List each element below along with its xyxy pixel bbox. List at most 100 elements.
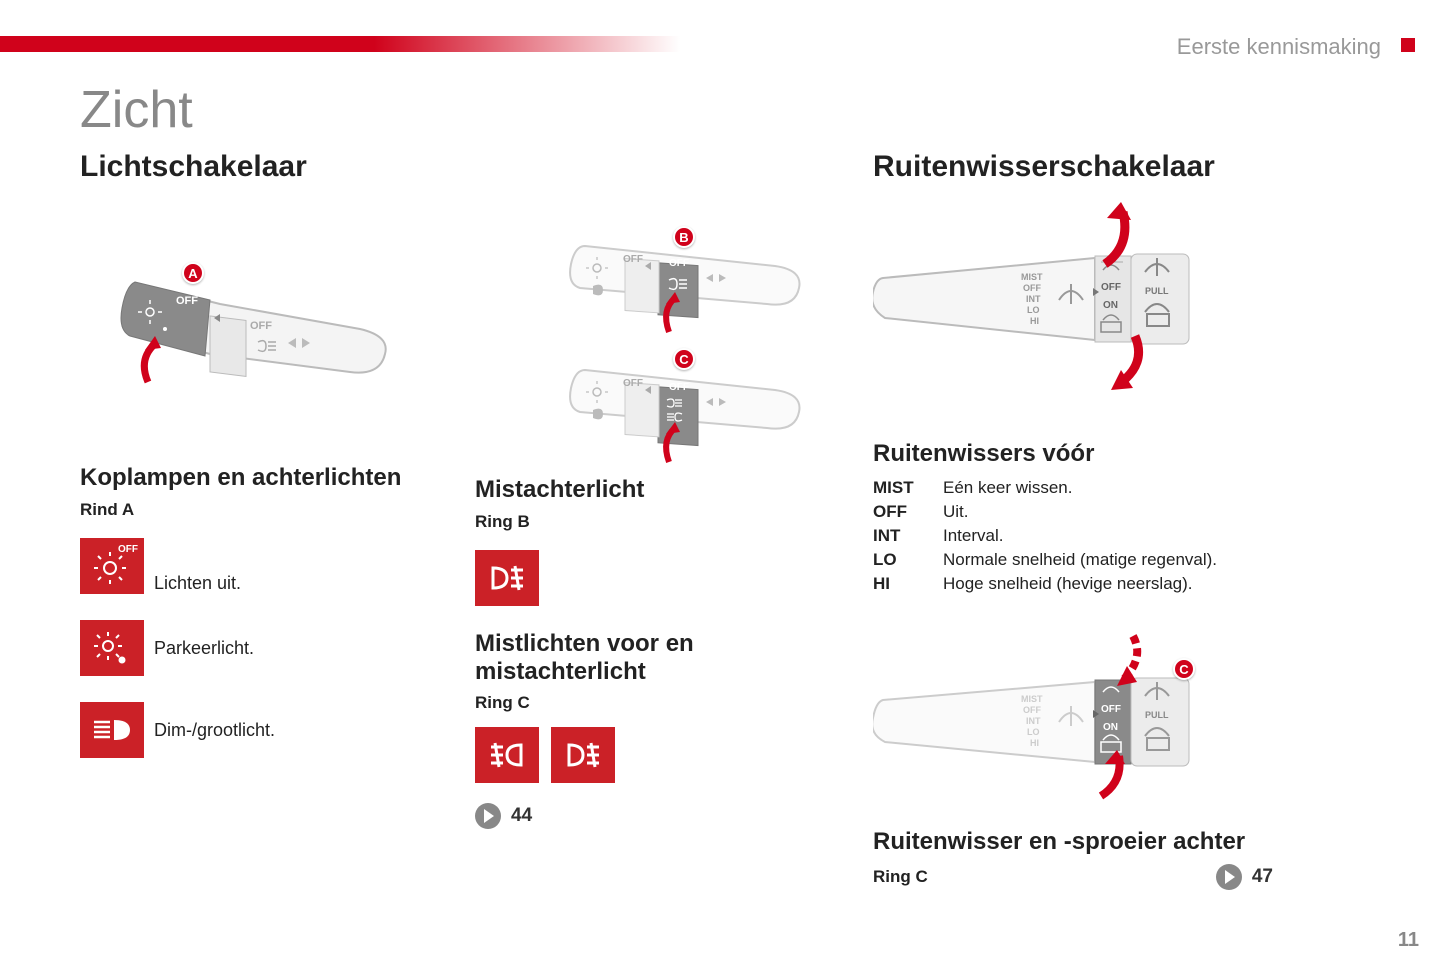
key-mist: MIST [873,478,925,498]
row-int: INT Interval. [873,526,1413,546]
val-hi: Hoge snelheid (hevige neerslag). [943,574,1193,594]
page-ref-44: 44 [475,803,855,829]
svg-text:PULL: PULL [1145,710,1169,720]
heading-koplampen: Koplampen en achterlichten [80,464,460,492]
pageref-num-44: 44 [511,805,532,827]
wiper-stalk-rear: MIST OFF INT LO HI OFF ON PULL C [873,638,1213,818]
label-ring-c-right: Ring C [873,867,928,887]
heading-ruitenwissers-voor: Ruitenwissers vóór [873,440,1413,468]
stripe-gradient [0,36,680,52]
svg-text:INT: INT [1026,294,1041,304]
marker-c-mid: C [673,348,695,370]
svg-text:OFF: OFF [1023,705,1041,715]
stalk-illustration-c: OFF OFF C [475,342,815,472]
heading-mistlichten-voor: Mistlichten voor en mistachterlicht [475,630,855,685]
label-dimgrootlicht: Dim-/grootlicht. [154,720,275,741]
row-rear-fog [475,550,855,606]
svg-text:LO: LO [1027,305,1040,315]
heading-mistachterlicht: Mistachterlicht [475,476,855,504]
svg-text:MIST: MIST [1021,272,1043,282]
icon-front-fog [475,727,539,783]
val-off: Uit. [943,502,969,522]
svg-text:HI: HI [1030,316,1039,326]
stalk-illustration-a: OFF OFF A [80,214,420,414]
page-ref-47: 47 [1216,864,1273,890]
beam-icon [90,710,134,750]
rear-fog-icon [485,558,529,598]
icon-low-high-beam [80,702,144,758]
pageref-num-47: 47 [1252,866,1273,888]
svg-text:MIST: MIST [1021,694,1043,704]
wiper-arrow-down [1085,330,1165,410]
curl-arrow-c [653,420,693,470]
svg-text:INT: INT [1026,716,1041,726]
val-mist: Eén keer wissen. [943,478,1072,498]
key-off: OFF [873,502,925,522]
column-ruitenwisser: Ruitenwisserschakelaar MIST OFF INT LO H… [873,150,1413,890]
svg-text:OFF: OFF [1101,704,1121,715]
row-lichten-uit: OFF Lichten uit. [80,538,460,594]
svg-text:OFF: OFF [1101,282,1121,293]
wiper-svg-2: MIST OFF INT LO HI OFF ON PULL [873,638,1213,808]
rear-fog-icon-2 [561,735,605,775]
svg-text:OFF: OFF [1023,283,1041,293]
settings-table: MIST Eén keer wissen. OFF Uit. INT Inter… [873,478,1413,594]
label-ring-c: Ring C [475,693,855,713]
column-lichtschakelaar: Lichtschakelaar OFF OFF [80,150,460,758]
icon-light-off: OFF [80,538,144,594]
svg-text:ON: ON [1103,722,1118,733]
key-int: INT [873,526,925,546]
row-off: OFF Uit. [873,502,1413,522]
page-number: 11 [1398,929,1419,952]
label-ring-b: Ring B [475,512,855,532]
row-both-fog [475,727,855,783]
svg-text:OFF: OFF [623,254,643,265]
wiper-arrow-up [1075,196,1155,276]
marker-c-right: C [1173,658,1195,680]
header-square [1401,38,1415,52]
svg-text:OFF: OFF [623,378,643,389]
pageref-icon-2 [1216,864,1242,890]
key-hi: HI [873,574,925,594]
wiper-arrow-dashed-down [1089,630,1159,700]
pageref-icon [475,803,501,829]
row-parkeerlicht: Parkeerlicht. [80,620,460,676]
label-parkeerlicht: Parkeerlicht. [154,638,254,659]
svg-text:HI: HI [1030,738,1039,748]
front-fog-icon [485,735,529,775]
svg-text:LO: LO [1027,727,1040,737]
svg-text:PULL: PULL [1145,286,1169,296]
parking-light-icon [92,628,132,668]
stalk-illustration-b: OFF OFF B [475,218,815,338]
marker-a: A [182,262,204,284]
page-title: Zicht [80,80,193,140]
svg-text:OFF: OFF [250,320,272,332]
svg-text:OFF: OFF [176,295,198,307]
curl-arrow-b [653,290,693,340]
off-label: OFF [118,544,138,555]
row-hi: HI Hoge snelheid (hevige neerslag). [873,574,1413,594]
wiper-stalk-front: MIST OFF INT LO HI OFF ON PULL [873,200,1213,410]
row-mist: MIST Eén keer wissen. [873,478,1413,498]
column-mistlichten: OFF OFF B OFF [475,150,855,829]
svg-text:OFF: OFF [669,258,689,269]
key-lo: LO [873,550,925,570]
stalk-svg-b: OFF OFF [475,218,815,338]
marker-b: B [673,226,695,248]
wiper-arrow-up-2 [1083,746,1143,806]
icon-rear-fog [475,550,539,606]
icon-rear-fog-2 [551,727,615,783]
val-int: Interval. [943,526,1003,546]
svg-text:OFF: OFF [669,382,689,393]
heading-lichtschakelaar: Lichtschakelaar [80,150,460,184]
val-lo: Normale snelheid (matige regenval). [943,550,1217,570]
curl-arrow-a [130,334,180,394]
label-lichten-uit: Lichten uit. [154,573,241,594]
svg-text:ON: ON [1103,300,1118,311]
header-label: Eerste kennismaking [1177,34,1381,60]
heading-ruitenwisser-achter: Ruitenwisser en -sproeier achter [873,828,1413,856]
stalk-svg-c: OFF OFF [475,342,815,462]
row-dimgrootlicht: Dim-/grootlicht. [80,702,460,758]
icon-parking-light [80,620,144,676]
row-lo: LO Normale snelheid (matige regenval). [873,550,1413,570]
